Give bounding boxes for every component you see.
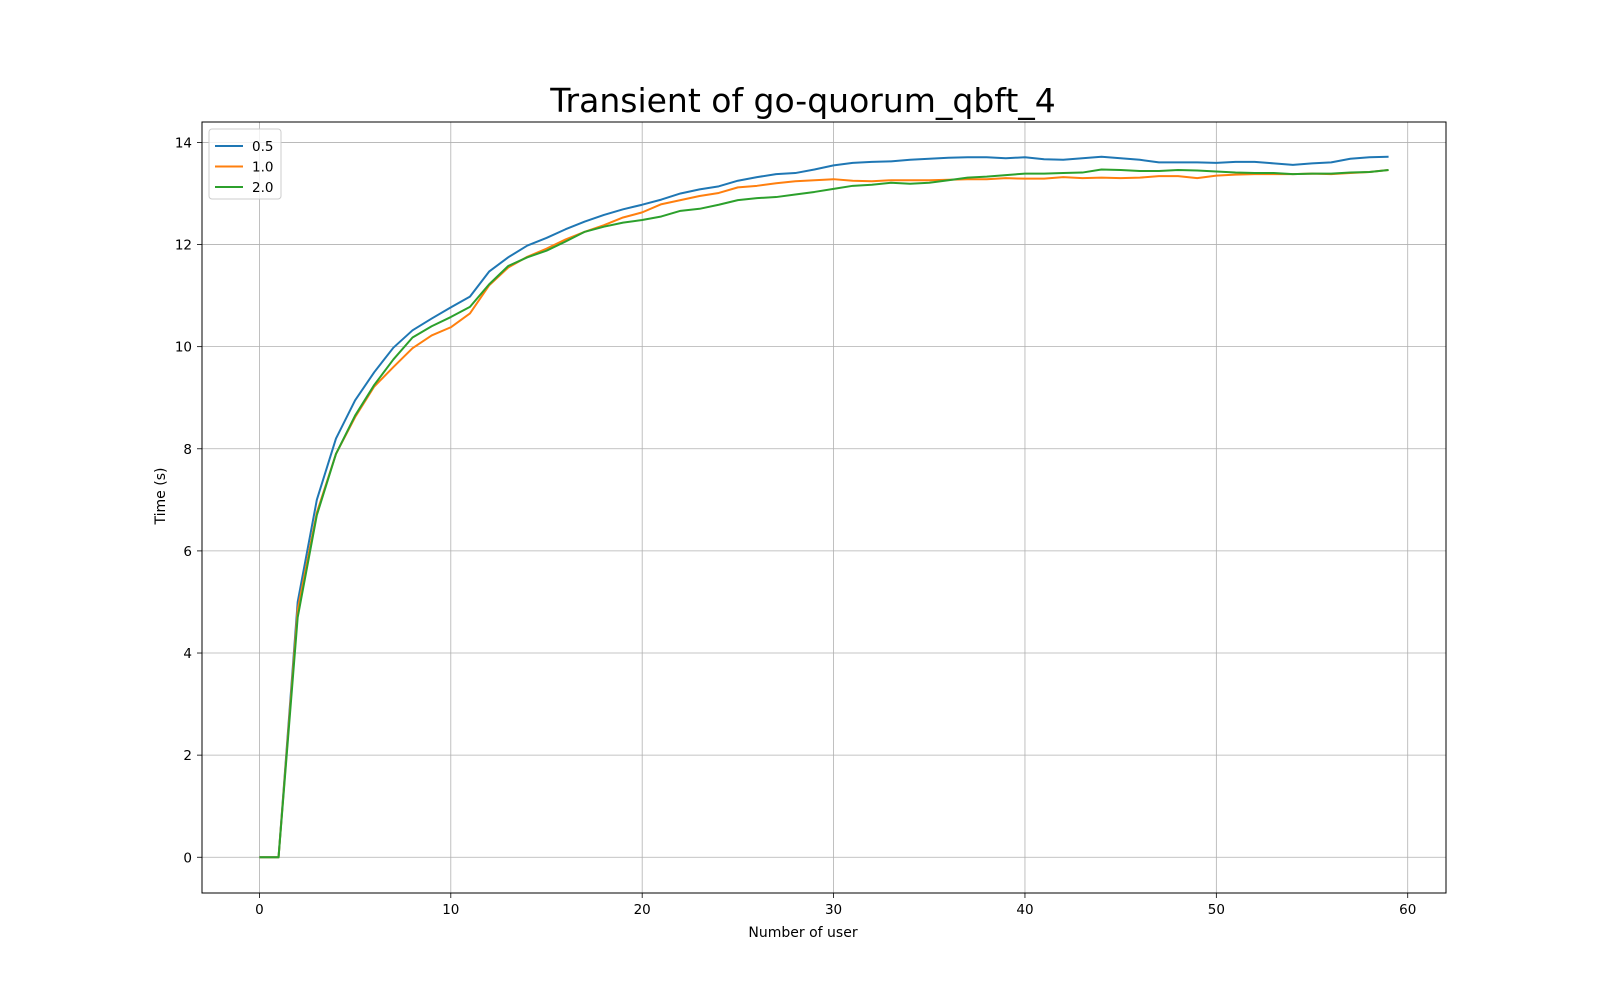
y-axis-label: Time (s) — [153, 468, 169, 526]
y-tick-label: 2 — [183, 748, 192, 764]
series-line-0-5 — [259, 155, 1389, 859]
y-tick-label: 0 — [183, 850, 192, 866]
y-tick-label: 12 — [175, 238, 192, 254]
x-tick-label: 30 — [825, 902, 842, 918]
y-tick-label: 6 — [183, 544, 192, 560]
x-axis-ticks: 0 10 20 30 40 50 60 — [255, 893, 1416, 918]
x-tick-label: 0 — [255, 902, 264, 918]
legend-label: 0.5 — [252, 139, 273, 155]
y-tick-label: 8 — [183, 442, 192, 458]
series-line-2-0 — [259, 168, 1389, 859]
x-tick-label: 20 — [634, 902, 651, 918]
grid-lines — [202, 122, 1446, 893]
y-tick-label: 14 — [175, 135, 192, 151]
x-tick-label: 50 — [1208, 902, 1225, 918]
chart-title: Transient of go-quorum_qbft_4 — [549, 81, 1056, 120]
legend-label: 2.0 — [252, 180, 273, 196]
legend-label: 1.0 — [252, 160, 273, 176]
series-line-1-0 — [259, 169, 1389, 859]
x-tick-label: 40 — [1016, 902, 1033, 918]
plot-frame — [201, 121, 1447, 894]
y-tick-label: 10 — [175, 340, 192, 356]
legend: 0.5 1.0 2.0 — [208, 128, 282, 200]
x-axis-label: Number of user — [748, 925, 857, 941]
x-tick-label: 10 — [442, 902, 459, 918]
y-axis-ticks: 0 2 4 6 8 10 12 14 — [175, 135, 202, 866]
x-tick-label: 60 — [1399, 902, 1416, 918]
y-tick-label: 4 — [183, 646, 192, 662]
series-lines — [259, 155, 1389, 859]
